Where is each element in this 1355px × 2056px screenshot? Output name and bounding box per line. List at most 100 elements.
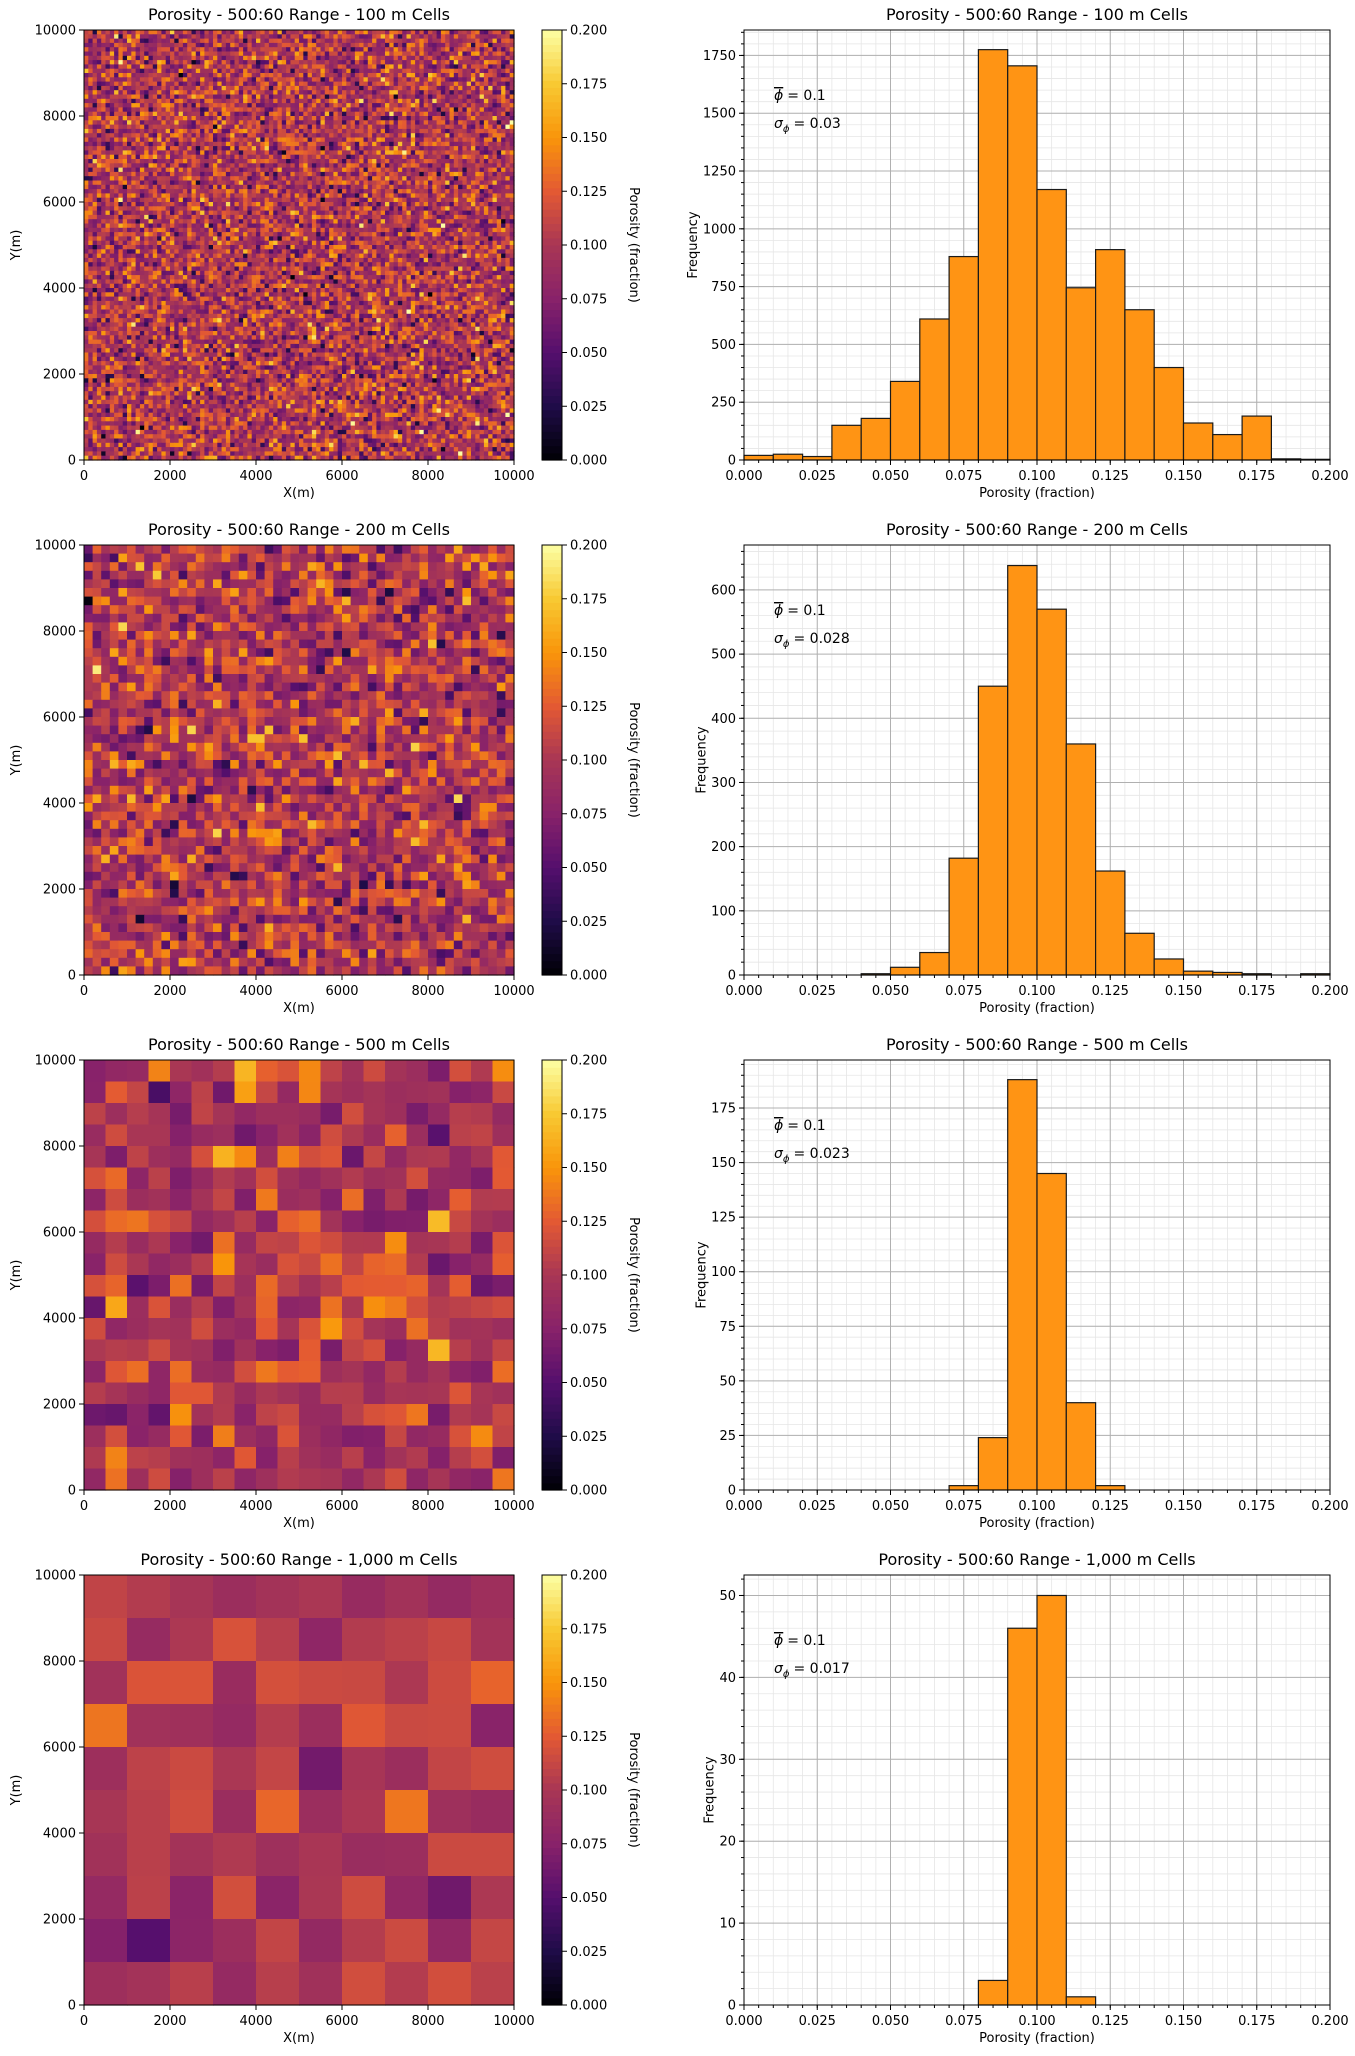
heatmap-cell — [475, 189, 481, 194]
heatmap-cell — [238, 232, 244, 237]
heatmap-cell — [182, 223, 188, 229]
heatmap-cell — [131, 111, 137, 117]
heatmap-cell — [174, 68, 180, 74]
heatmap-cell — [466, 98, 472, 104]
heatmap-cell — [505, 167, 511, 173]
heatmap-cell — [200, 150, 205, 156]
heatmap-cell — [152, 163, 158, 169]
heatmap-cell — [419, 236, 425, 242]
heatmap-cell — [260, 146, 266, 151]
heatmap-cell — [122, 236, 128, 242]
heatmap-cell — [157, 232, 162, 237]
heatmap-cell — [281, 171, 287, 177]
heatmap-cell — [385, 111, 390, 117]
heatmap-cell — [247, 197, 253, 203]
heatmap-cell — [488, 85, 494, 91]
heatmap-cell — [428, 34, 433, 40]
heatmap-cell — [449, 120, 455, 126]
heatmap-cell — [213, 85, 218, 91]
heatmap-cell — [445, 232, 451, 237]
heatmap-cell — [488, 171, 494, 177]
heatmap-cell — [139, 180, 145, 186]
heatmap-cell — [268, 107, 274, 113]
heatmap-cell — [453, 116, 459, 121]
heatmap-cell — [402, 167, 408, 173]
heatmap-cell — [118, 206, 124, 212]
heatmap-cell — [419, 81, 425, 87]
heatmap-cell — [161, 77, 167, 83]
heatmap-cell — [268, 141, 274, 147]
heatmap-cell — [402, 184, 408, 190]
heatmap-cell — [329, 77, 334, 83]
heatmap-cell — [135, 81, 141, 87]
heatmap-cell — [105, 214, 111, 220]
heatmap-cell — [337, 171, 343, 177]
heatmap-cell — [230, 30, 236, 35]
heatmap-cell — [466, 197, 472, 203]
heatmap-cell — [127, 98, 132, 104]
heatmap-cell — [191, 34, 197, 40]
heatmap-cell — [367, 111, 373, 117]
heatmap-cell — [234, 240, 240, 246]
heatmap-cell — [389, 34, 395, 40]
heatmap-cell — [238, 107, 244, 113]
heatmap-cell — [144, 90, 150, 96]
heatmap-cell — [208, 38, 214, 44]
heatmap-cell — [406, 128, 412, 134]
heatmap-cell — [135, 111, 141, 117]
heatmap-cell — [419, 34, 425, 40]
heatmap-cell — [299, 94, 304, 100]
heatmap-cell — [432, 73, 438, 78]
heatmap-cell — [84, 51, 89, 57]
heatmap-cell — [187, 81, 193, 87]
heatmap-cell — [152, 98, 158, 104]
heatmap-cell — [307, 236, 313, 242]
heatmap-cell — [406, 85, 412, 91]
heatmap-cell — [380, 167, 386, 173]
heatmap-cell — [492, 68, 498, 74]
heatmap-cell — [290, 202, 296, 207]
heatmap-cell — [118, 90, 124, 96]
heatmap-cell — [114, 223, 119, 229]
heatmap-cell — [436, 180, 442, 186]
heatmap-cell — [376, 124, 382, 130]
heatmap-cell — [324, 34, 330, 40]
heatmap-cell — [453, 210, 459, 216]
heatmap-cell — [187, 111, 193, 117]
heatmap-cell — [170, 184, 175, 190]
heatmap-cell — [488, 81, 494, 87]
heatmap-cell — [440, 73, 446, 78]
heatmap-cell — [260, 98, 266, 104]
heatmap-cell — [389, 94, 395, 100]
heatmap-cell — [234, 124, 240, 130]
heatmap-cell — [359, 210, 365, 216]
heatmap-cell — [101, 210, 107, 216]
heatmap-cell — [406, 47, 412, 53]
heatmap-cell — [92, 219, 98, 225]
heatmap-cell — [329, 30, 334, 35]
heatmap-cell — [462, 38, 468, 44]
heatmap-cell — [501, 128, 506, 134]
heatmap-cell — [243, 184, 248, 190]
heatmap-cell — [234, 214, 240, 220]
heatmap-cell — [428, 47, 433, 53]
heatmap-cell — [501, 167, 506, 173]
heatmap-cell — [488, 214, 494, 220]
heatmap-cell — [346, 85, 352, 91]
heatmap-cell — [496, 107, 502, 113]
heatmap-cell — [247, 163, 253, 169]
heatmap-cell — [479, 30, 485, 35]
heatmap-cell — [135, 210, 141, 216]
heatmap-cell — [200, 146, 205, 151]
heatmap-cell — [333, 159, 339, 164]
heatmap-cell — [316, 163, 322, 169]
heatmap-cell — [471, 38, 476, 44]
heatmap-cell — [225, 227, 231, 233]
heatmap-cell — [221, 159, 227, 164]
heatmap-cell — [187, 223, 193, 229]
heatmap-cell — [234, 133, 240, 139]
heatmap-cell — [165, 154, 171, 160]
heatmap-cell — [311, 180, 317, 186]
heatmap-cell — [187, 38, 193, 44]
heatmap-cell — [243, 85, 248, 91]
